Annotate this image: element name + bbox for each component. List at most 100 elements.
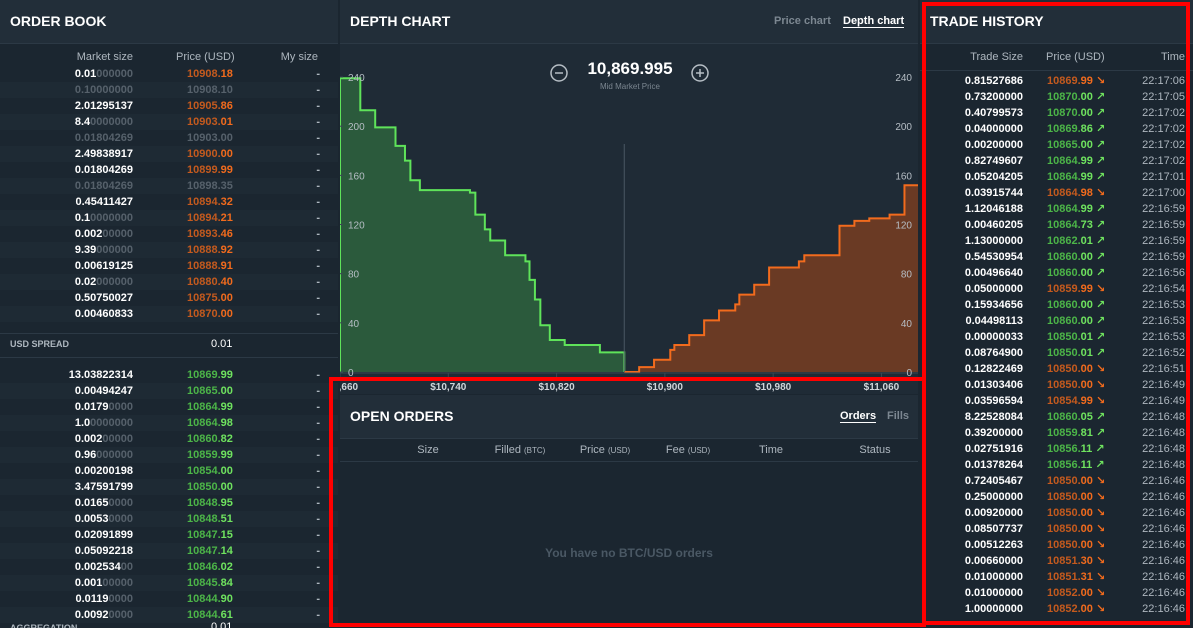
- price-tail: 01: [1080, 347, 1093, 359]
- market-size: 0.01804269: [75, 162, 133, 178]
- trade-price: 10854.99 ↘: [1047, 393, 1105, 409]
- price-main: 10844.: [187, 593, 221, 605]
- price-text: 10850.00: [1047, 475, 1093, 487]
- column-header: Filled (BTC): [460, 444, 580, 456]
- price-tail: 98: [1080, 187, 1093, 199]
- direction-arrow: ↗: [1092, 411, 1106, 423]
- row-bg: [0, 479, 338, 495]
- trade-size: 1.00000000: [964, 603, 1023, 615]
- direction-arrow: ↗: [1092, 203, 1106, 215]
- row-bg: [0, 463, 338, 479]
- price-tail: 21: [220, 212, 233, 224]
- price-tail: 73: [1080, 219, 1093, 231]
- trade-price: 10850.00 ↘: [1047, 489, 1105, 505]
- market-size: 8.40000000: [75, 114, 133, 130]
- size-zeros: 0000: [108, 609, 133, 621]
- trade-size: 0.03915744: [964, 187, 1023, 199]
- trade-time: 22:16:46: [1142, 555, 1185, 567]
- price-text: 10862.01: [1047, 235, 1093, 247]
- panel-header: ORDER BOOK: [0, 0, 338, 44]
- row-bg: [0, 559, 338, 575]
- column-name: Size: [417, 444, 439, 456]
- y-tick-label: 160: [895, 171, 912, 182]
- market-size: 0.01790000: [75, 399, 133, 415]
- trade-time: 22:16:59: [1142, 251, 1185, 263]
- trade-time: 22:16:59: [1142, 219, 1185, 231]
- price-text: 10854.99: [1047, 395, 1093, 407]
- price-tail: 00: [220, 465, 233, 477]
- price: 10846.02: [187, 559, 233, 575]
- chart-tab[interactable]: Depth chart: [843, 15, 905, 28]
- y-tick-label: 120: [895, 221, 912, 232]
- x-tick-label: $10,900: [647, 382, 684, 393]
- size-zeros: 0000000: [90, 417, 133, 429]
- market-size: 0.01650000: [75, 495, 133, 511]
- price-main: 10905.: [187, 100, 221, 112]
- price-tail: 98: [220, 417, 233, 429]
- trade-time: 22:16:46: [1142, 475, 1185, 487]
- price-tail: 00: [1080, 491, 1093, 503]
- y-tick-label: 40: [348, 319, 360, 330]
- price-tail: 95: [220, 497, 233, 509]
- price-main: 10860.: [1047, 299, 1081, 311]
- price-tail: 90: [220, 593, 233, 605]
- direction-arrow: ↘: [1092, 395, 1106, 407]
- trade-time: 22:16:53: [1142, 315, 1185, 327]
- size-zeros: 0000: [108, 513, 133, 525]
- chart-tab[interactable]: Price chart: [774, 15, 831, 27]
- row-bg: [0, 575, 338, 591]
- price: 10864.98: [187, 415, 233, 431]
- price-main: 10869.: [1047, 75, 1081, 87]
- price-main: 10893.: [187, 228, 221, 240]
- trade-time: 22:16:48: [1142, 459, 1185, 471]
- price: 10869.99: [187, 367, 233, 383]
- price-main: 10850.: [1047, 363, 1081, 375]
- price-text: 10856.11: [1047, 459, 1092, 471]
- price-tail: 99: [220, 164, 233, 176]
- depth-chart: 0 0 40 40 80 80 120 120 160 160 200 200 240 240 $10,66…: [340, 59, 918, 393]
- trade-size: 0.72405467: [964, 475, 1023, 487]
- direction-arrow: ↘: [1092, 571, 1106, 583]
- row-bg: [0, 495, 338, 511]
- direction-arrow: ↗: [1092, 171, 1106, 183]
- price-text: 10860.00: [1047, 299, 1093, 311]
- price-main: 10869.: [187, 369, 221, 381]
- trade-size: 0.12822469: [964, 363, 1023, 375]
- price-main: 10851.: [1047, 555, 1081, 567]
- price-main: 10850.: [1047, 539, 1081, 551]
- direction-arrow: ↘: [1092, 539, 1106, 551]
- my-size: -: [316, 132, 320, 144]
- price: 10888.91: [187, 258, 233, 274]
- my-size: -: [316, 196, 320, 208]
- price-main: 10860.: [1047, 251, 1081, 263]
- market-size: 2.49838917: [75, 146, 133, 162]
- direction-arrow: ↗: [1092, 427, 1106, 439]
- price-main: 10903.: [187, 116, 221, 128]
- trade-size: 0.03596594: [964, 395, 1023, 407]
- row-bg: [0, 290, 338, 306]
- price-main: 10856.: [1047, 459, 1081, 471]
- market-size: 0.50750027: [75, 290, 133, 306]
- y-tick-label: 240: [348, 73, 365, 84]
- panel-title: OPEN ORDERS: [350, 408, 454, 424]
- row-bg: [0, 399, 338, 415]
- price-tail: 00: [220, 132, 233, 144]
- orders-tab[interactable]: Orders: [840, 410, 877, 423]
- orders-tab[interactable]: Fills: [887, 410, 910, 422]
- size-digits: 0.02: [74, 276, 97, 288]
- mid-price: 10,869.995: [587, 59, 672, 78]
- price-main: 10847.: [187, 545, 221, 557]
- trade-size: 0.00200000: [964, 139, 1023, 151]
- direction-arrow: ↗: [1092, 347, 1106, 359]
- trade-size: 0.05000000: [964, 283, 1023, 295]
- trade-size: 0.01378264: [964, 459, 1023, 471]
- column-header: My size: [280, 51, 318, 63]
- price-tail: 00: [1080, 139, 1093, 151]
- column-unit: (USD): [687, 446, 711, 455]
- price: 10903.00: [187, 130, 233, 146]
- price-tail: 18: [220, 68, 233, 80]
- column-header: Status: [815, 444, 918, 456]
- price-tail: 00: [1080, 507, 1093, 519]
- size-digits: 0.45411427: [75, 196, 133, 208]
- size-digits: 0.01804269: [74, 132, 133, 144]
